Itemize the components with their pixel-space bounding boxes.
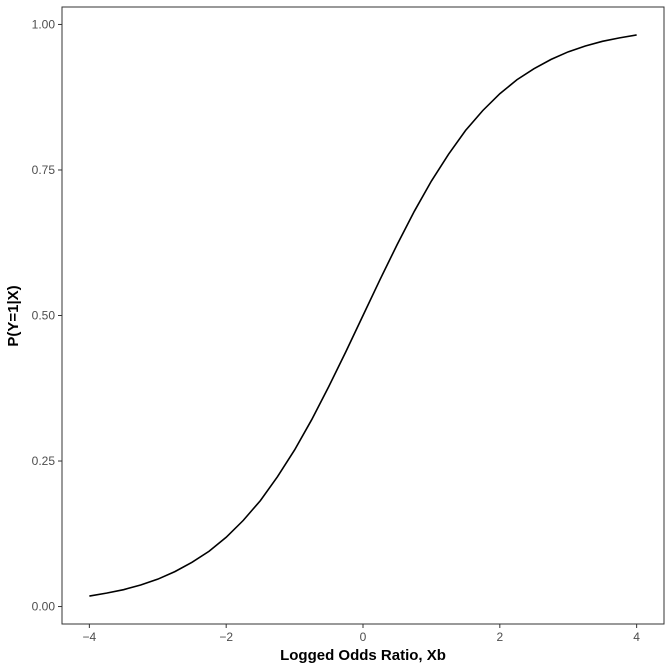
x-tick-label: 2	[496, 630, 503, 644]
y-tick-label: 1.00	[32, 17, 56, 31]
x-axis-title: Logged Odds Ratio, Xb	[280, 647, 446, 664]
x-tick-label: 0	[360, 630, 367, 644]
x-tick-label: −4	[83, 630, 97, 644]
x-tick-label: −2	[219, 630, 233, 644]
y-tick-label: 0.25	[32, 454, 56, 468]
y-tick-label: 0.75	[32, 163, 56, 177]
y-tick-label: 0.50	[32, 309, 56, 323]
y-tick-label: 0.00	[32, 600, 56, 614]
x-tick-label: 4	[633, 630, 640, 644]
line	[89, 34, 637, 597]
y-axis-title: P(Y=1|X)	[5, 285, 22, 346]
